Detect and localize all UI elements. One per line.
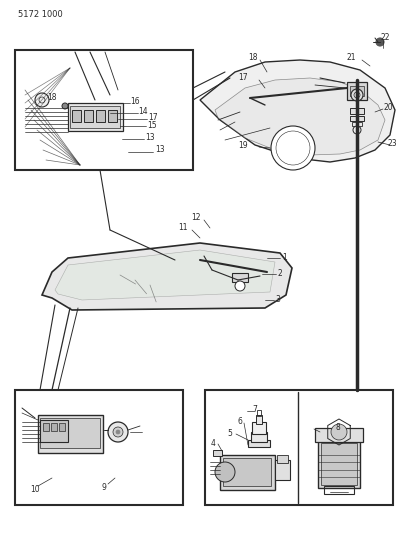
Bar [84,110,93,122]
Bar [205,390,393,505]
Text: 13: 13 [145,133,155,142]
Text: 20: 20 [383,102,393,111]
Text: 17: 17 [238,74,248,83]
Bar [347,82,367,100]
Bar [40,418,100,448]
Bar [59,423,65,431]
Text: 18: 18 [248,52,258,61]
Bar [43,423,49,431]
Text: 10: 10 [30,486,40,495]
Circle shape [235,281,245,291]
Text: 14: 14 [138,108,148,117]
Bar [318,440,360,488]
Text: 8: 8 [336,423,340,432]
Bar [251,432,267,442]
Bar [223,458,271,486]
Bar [38,415,103,453]
Text: 3: 3 [275,295,280,304]
Circle shape [116,430,120,434]
Bar [70,106,120,128]
Text: 19: 19 [238,141,248,149]
Text: 13: 13 [155,146,164,155]
Text: 16: 16 [130,98,140,107]
Bar [72,110,81,122]
Circle shape [62,103,68,109]
Bar [96,110,105,122]
Bar [275,460,290,480]
Text: 15: 15 [147,120,157,130]
Polygon shape [55,250,275,300]
Bar [324,486,354,494]
Text: 22: 22 [380,34,390,43]
Polygon shape [215,78,385,155]
Circle shape [113,427,123,437]
Text: 1: 1 [283,254,287,262]
Bar [108,110,117,122]
Bar [232,273,248,282]
Bar [321,443,357,485]
Polygon shape [42,243,292,310]
Bar [315,428,363,442]
Text: 5: 5 [228,429,233,438]
Circle shape [376,38,384,46]
Bar [350,116,364,121]
Text: 12: 12 [191,213,201,222]
Bar [40,420,68,442]
Circle shape [353,126,361,134]
Polygon shape [200,60,395,162]
Bar [68,103,123,131]
Bar [277,455,288,463]
Bar [256,415,262,424]
Text: 23: 23 [387,139,397,148]
Text: 6: 6 [237,417,242,426]
Circle shape [108,422,128,442]
Bar [220,455,275,490]
Text: 11: 11 [178,222,188,231]
Bar [352,122,362,126]
Bar [248,440,270,447]
Bar [15,50,193,170]
Bar [350,86,364,96]
Text: 4: 4 [211,439,215,448]
Bar [350,108,364,114]
Circle shape [35,93,49,107]
Text: 17: 17 [148,114,157,123]
Text: 9: 9 [102,482,106,491]
Bar [51,423,57,431]
Text: 18: 18 [47,93,56,101]
Bar [15,390,183,505]
Circle shape [351,89,363,101]
Text: 5172 1000: 5172 1000 [18,10,63,19]
Bar [252,422,266,434]
Text: 7: 7 [253,405,257,414]
Bar [213,450,222,456]
Bar [257,410,261,416]
Circle shape [271,126,315,170]
Circle shape [215,462,235,482]
Text: 2: 2 [277,270,282,279]
Text: 21: 21 [346,53,356,62]
Circle shape [331,424,347,440]
